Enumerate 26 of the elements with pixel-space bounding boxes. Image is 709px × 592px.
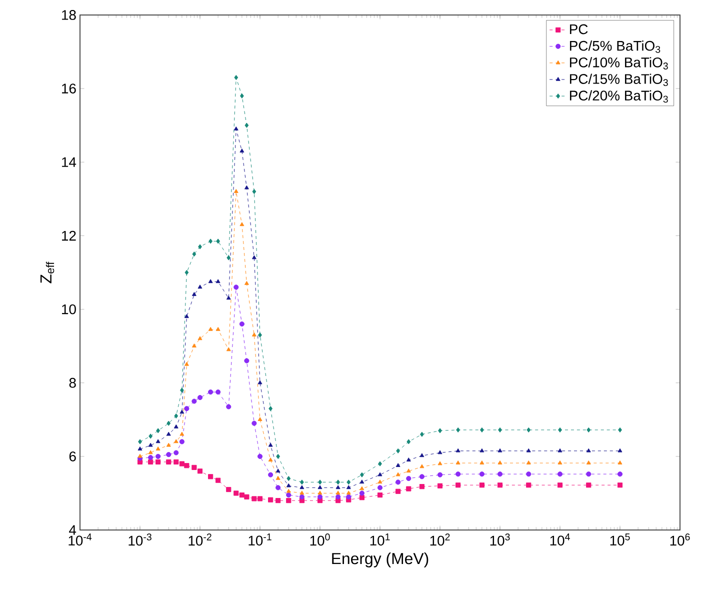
legend-label: PC/5% BaTiO$_{3}$ <box>570 40 660 53</box>
y-tick-label: 16 <box>62 84 76 94</box>
x-tick-label: 10$^{2}$ <box>430 534 450 546</box>
x-tick-label: 10$^{-4}$ <box>68 534 92 546</box>
y-tick-label: 14 <box>62 157 76 167</box>
x-tick-label: 10$^{-3}$ <box>128 534 152 546</box>
y-tick-label: 12 <box>62 230 76 241</box>
legend-label: PC/10% BaTiO$_{3}$ <box>570 57 668 70</box>
x-tick-label: 10$^{5}$ <box>610 534 630 546</box>
x-tick-label: 10$^{-2}$ <box>188 534 212 546</box>
x-tick-label: 10$^{6}$ <box>670 534 690 546</box>
x-tick-label: 10$^{3}$ <box>490 534 510 546</box>
legend-label: PC/15% BaTiO$_{3}$ <box>570 74 668 86</box>
x-tick-label: 10$^{4}$ <box>550 534 570 546</box>
legend-label: PC/20% BaTiO$_{3}$ <box>570 90 668 103</box>
y-tick-label: 18 <box>62 10 76 20</box>
x-tick-label: 10$^{1}$ <box>370 534 390 546</box>
x-tick-label: 10$^{-1}$ <box>248 534 272 546</box>
x-tick-label: 10$^{0}$ <box>310 534 330 546</box>
x-axis-title: Energy (MeV) <box>332 552 428 568</box>
y-tick-label: 6 <box>69 451 76 462</box>
y-tick-label: 10 <box>62 304 76 314</box>
y-tick-label: 8 <box>69 378 76 388</box>
y-tick-label: 4 <box>69 525 76 535</box>
legend-label: PC <box>570 24 588 34</box>
y-axis-title: Z$_{eff}$ <box>40 262 54 284</box>
